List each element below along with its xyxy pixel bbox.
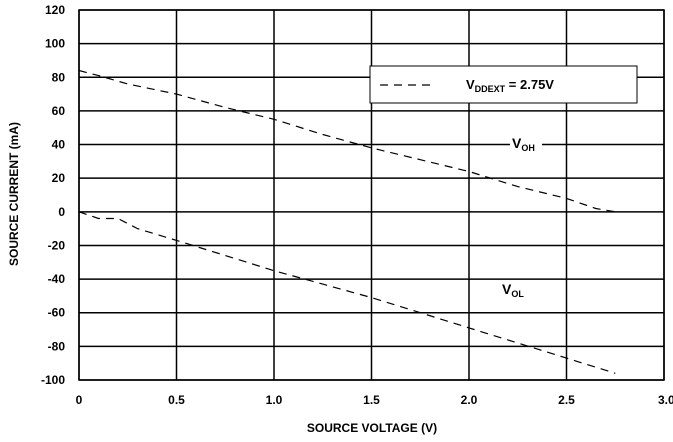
y-tick-labels: 120 100 80 60 40 20 0 -20 -40 -60 -80 -100	[41, 3, 65, 387]
x-tick-label: 3.0	[658, 393, 673, 407]
series-label-voh-text: VOH	[512, 135, 535, 153]
series-label-vol-text: VOL	[502, 281, 524, 299]
x-tick-labels: 0 0.5 1.0 1.5 2.0 2.5 3.0	[76, 393, 673, 407]
y-axis-title: SOURCE CURRENT (mA)	[7, 122, 21, 266]
y-tick-label: 60	[52, 104, 66, 118]
x-tick-label: 1.0	[266, 393, 283, 407]
legend-box: VDDEXT = 2.75V	[369, 65, 638, 104]
legend-label-suffix: = 2.75V	[505, 77, 554, 92]
y-tick-label: 0	[58, 205, 65, 219]
x-tick-label: 1.5	[363, 393, 380, 407]
y-tick-label: -80	[48, 339, 66, 353]
x-tick-label: 0.5	[168, 393, 185, 407]
y-tick-label: -20	[48, 238, 66, 252]
series-label-vol-bg	[499, 281, 533, 301]
x-axis-title: SOURCE VOLTAGE (V)	[307, 421, 437, 435]
series-line-ol	[78, 211, 616, 374]
y-tick-label: -60	[48, 306, 66, 320]
series-label-voh: VOH	[510, 133, 542, 153]
y-tick-label: 80	[52, 70, 66, 84]
y-tick-label: -100	[41, 373, 65, 387]
series-label-voh-main: V	[512, 135, 522, 151]
y-tick-label: 20	[52, 171, 66, 185]
legend-label-sub: DDEXT	[475, 84, 506, 94]
x-tick-label: 2.5	[558, 393, 575, 407]
legend-label: VDDEXT = 2.75V	[466, 77, 554, 94]
legend-label-main: V	[466, 77, 475, 92]
x-tick-label: 0	[76, 393, 83, 407]
y-tick-label: 40	[52, 138, 66, 152]
x-tick-label: 2.0	[461, 393, 478, 407]
y-tick-label: 100	[45, 37, 65, 51]
series-label-vol: VOL	[499, 281, 533, 301]
series-line-oh	[78, 69, 616, 213]
series-layer	[78, 69, 616, 374]
series-label-voh-sub: OH	[521, 143, 535, 153]
series-label-voh-bg	[510, 133, 542, 153]
y-tick-label: 120	[45, 3, 65, 17]
series-label-vol-main: V	[502, 281, 512, 297]
y-tick-label: -40	[48, 272, 66, 286]
series-label-vol-sub: OL	[511, 289, 524, 299]
plot-frame	[78, 9, 665, 381]
